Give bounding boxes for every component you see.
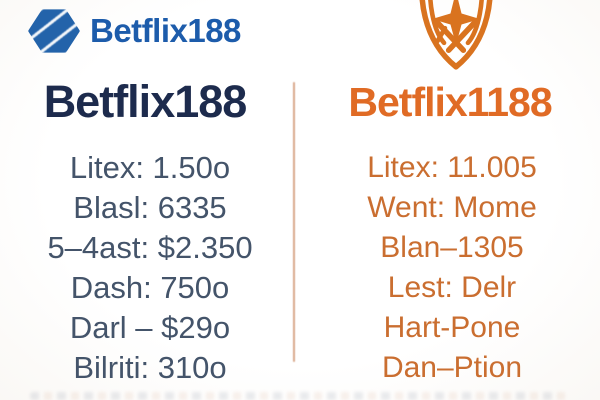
list-item: Darl – $29o (69, 310, 231, 345)
list-item: Litex: 11.005 (367, 151, 537, 184)
right-column-list: Litex: 11.005 Went: Mome Blan–1305 Lest:… (318, 148, 586, 388)
list-item: Lest: Delr (387, 271, 517, 304)
list-item: Blan–1305 (380, 231, 524, 264)
brand-wordmark: Betflix188 (90, 12, 241, 49)
right-column-title: Betflix1188 (348, 78, 552, 125)
list-item: Bilriti: 310o (73, 350, 227, 385)
left-column-title: Betflix188 (43, 76, 248, 127)
column-divider (293, 82, 295, 362)
cropped-bottom-text (30, 392, 570, 400)
list-item: Hart-Pone (383, 311, 521, 344)
list-item: 5–4ast: $2.350 (47, 230, 253, 265)
list-item: Litex: 1.50o (69, 150, 231, 185)
list-item: Went: Mome (367, 191, 537, 224)
left-column-list: Litex: 1.50o Blasl: 6335 5–4ast: $2.350 … (10, 148, 290, 388)
hexagon-stripes-logo-icon (28, 9, 80, 53)
brand-lockup: Betflix188 (28, 8, 241, 54)
list-item: Dash: 750o (70, 270, 230, 305)
list-item: Blasl: 6335 (73, 190, 227, 225)
list-item: Dan–Ption (381, 351, 523, 384)
shield-star-logo-icon (408, 0, 504, 76)
